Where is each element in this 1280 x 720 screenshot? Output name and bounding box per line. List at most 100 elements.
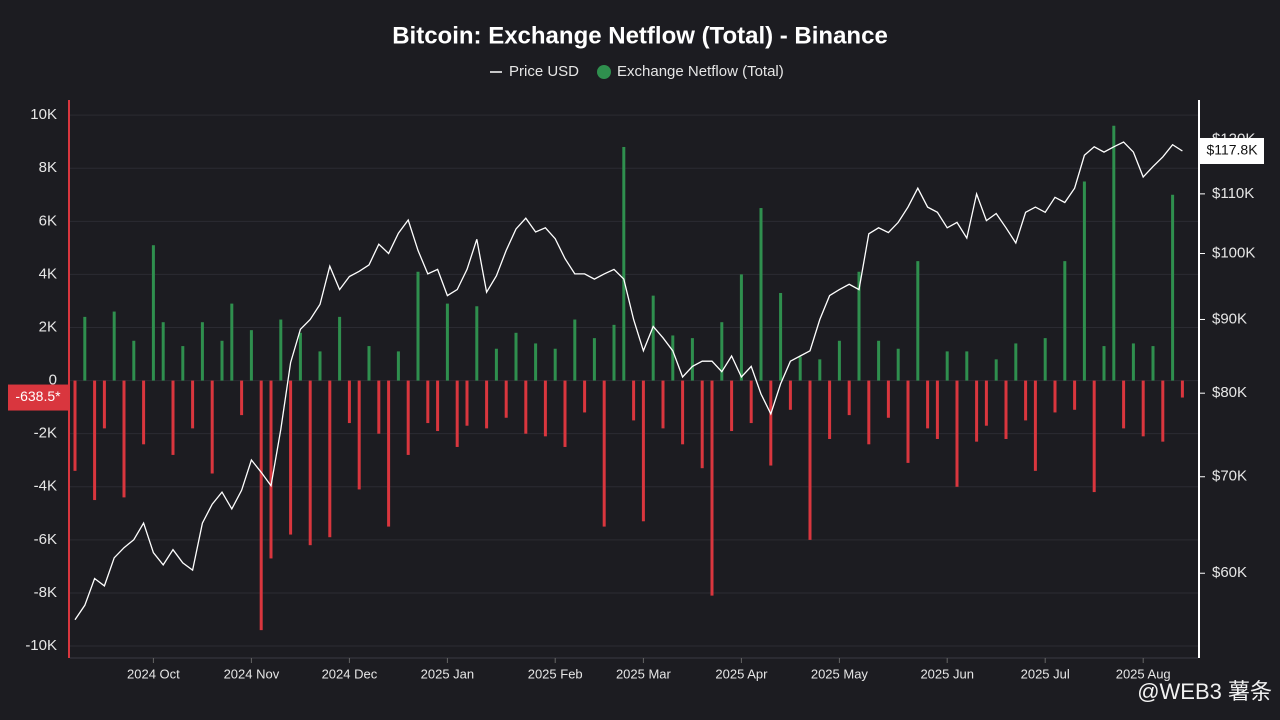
bar — [759, 208, 763, 381]
last-value-badge — [1200, 137, 1264, 164]
bar — [181, 346, 185, 381]
bar — [739, 274, 743, 381]
bar — [338, 316, 342, 381]
bar — [788, 380, 792, 410]
bar — [269, 380, 273, 559]
chart-title: Bitcoin: Exchange Netflow (Total) - Bina… — [392, 22, 888, 49]
bar — [328, 380, 332, 538]
x-tick-label: 2025 Jan — [421, 666, 475, 681]
bar — [132, 340, 136, 381]
bar — [651, 295, 655, 381]
bar — [1112, 125, 1116, 381]
bar — [543, 380, 547, 437]
bar — [926, 380, 930, 429]
bar — [1014, 343, 1018, 381]
bar — [1024, 380, 1028, 421]
bar — [984, 380, 988, 426]
y2-tick-label: $90K — [1212, 310, 1247, 327]
bar — [632, 380, 636, 421]
bar — [749, 380, 753, 424]
bar — [681, 380, 685, 445]
bar — [1131, 343, 1135, 381]
price-line — [74, 141, 1183, 621]
bar — [112, 311, 116, 381]
bar — [279, 319, 283, 381]
bar — [308, 380, 312, 546]
y-tick-label: -6K — [34, 531, 57, 548]
x-tick-label: 2025 Jul — [1021, 666, 1070, 681]
bar — [1141, 380, 1145, 437]
bar — [151, 245, 155, 381]
bar — [475, 306, 479, 381]
legend-label: Exchange Netflow (Total) — [617, 63, 784, 80]
bar — [622, 146, 626, 381]
last-value-label: -638.5* — [15, 388, 61, 404]
bar — [1180, 380, 1184, 398]
bar — [436, 380, 440, 432]
bar — [828, 380, 832, 439]
bar — [1122, 380, 1126, 429]
bar — [494, 348, 498, 381]
y-tick-label: 2K — [39, 318, 57, 335]
bar — [83, 316, 87, 381]
bar — [945, 351, 949, 381]
bar — [93, 380, 97, 501]
bar — [122, 380, 126, 498]
bar — [426, 380, 430, 424]
y2-tick-label: $60K — [1212, 564, 1247, 581]
y-tick-label: -2K — [34, 425, 57, 442]
y-tick-label: -4K — [34, 478, 57, 495]
bar — [592, 338, 596, 381]
bar — [514, 332, 518, 381]
bar — [200, 322, 204, 381]
bar — [161, 322, 165, 381]
x-tick-label: 2025 Mar — [616, 666, 672, 681]
bar — [1161, 380, 1165, 442]
bar — [102, 380, 106, 429]
bar — [191, 380, 195, 429]
bar — [445, 303, 449, 381]
bar — [818, 359, 822, 381]
bar — [975, 380, 979, 442]
bar — [779, 292, 783, 381]
y2-tick-label: $70K — [1212, 468, 1247, 485]
bar — [387, 380, 391, 527]
bar — [877, 340, 881, 381]
bar — [867, 380, 871, 445]
bar — [994, 359, 998, 381]
bar — [230, 303, 234, 381]
bar — [671, 335, 675, 381]
bar — [416, 271, 420, 381]
bar — [465, 380, 469, 426]
bar — [298, 332, 302, 381]
bar — [563, 380, 567, 447]
bar — [406, 380, 410, 455]
bar — [769, 380, 773, 466]
bar — [955, 380, 959, 487]
bar — [661, 380, 665, 429]
last-value-badge — [8, 384, 68, 411]
bar — [1004, 380, 1008, 439]
bar — [808, 380, 812, 540]
bar — [485, 380, 489, 429]
bar — [357, 380, 361, 490]
bar — [318, 351, 322, 381]
bar — [602, 380, 606, 527]
bar — [641, 380, 645, 522]
x-tick-label: 2025 May — [811, 666, 869, 681]
bar — [573, 319, 577, 381]
bar — [504, 380, 508, 418]
y2-tick-label: $80K — [1212, 384, 1247, 401]
bar — [847, 380, 851, 416]
y2-tick-label: $100K — [1212, 244, 1255, 261]
bar — [249, 330, 253, 381]
bar — [524, 380, 528, 434]
bar — [259, 380, 263, 631]
bar — [377, 380, 381, 434]
bar — [367, 346, 371, 381]
bar — [210, 380, 214, 474]
bar — [347, 380, 351, 424]
watermark: @WEB3 薯条 — [1137, 679, 1272, 704]
y-tick-label: 4K — [39, 265, 57, 282]
y-tick-label: 6K — [39, 212, 57, 229]
